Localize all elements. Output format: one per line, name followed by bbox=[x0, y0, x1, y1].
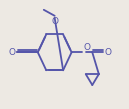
Text: O: O bbox=[104, 48, 111, 57]
Text: O: O bbox=[9, 48, 16, 57]
Text: O: O bbox=[51, 17, 58, 26]
Text: O: O bbox=[83, 43, 90, 52]
